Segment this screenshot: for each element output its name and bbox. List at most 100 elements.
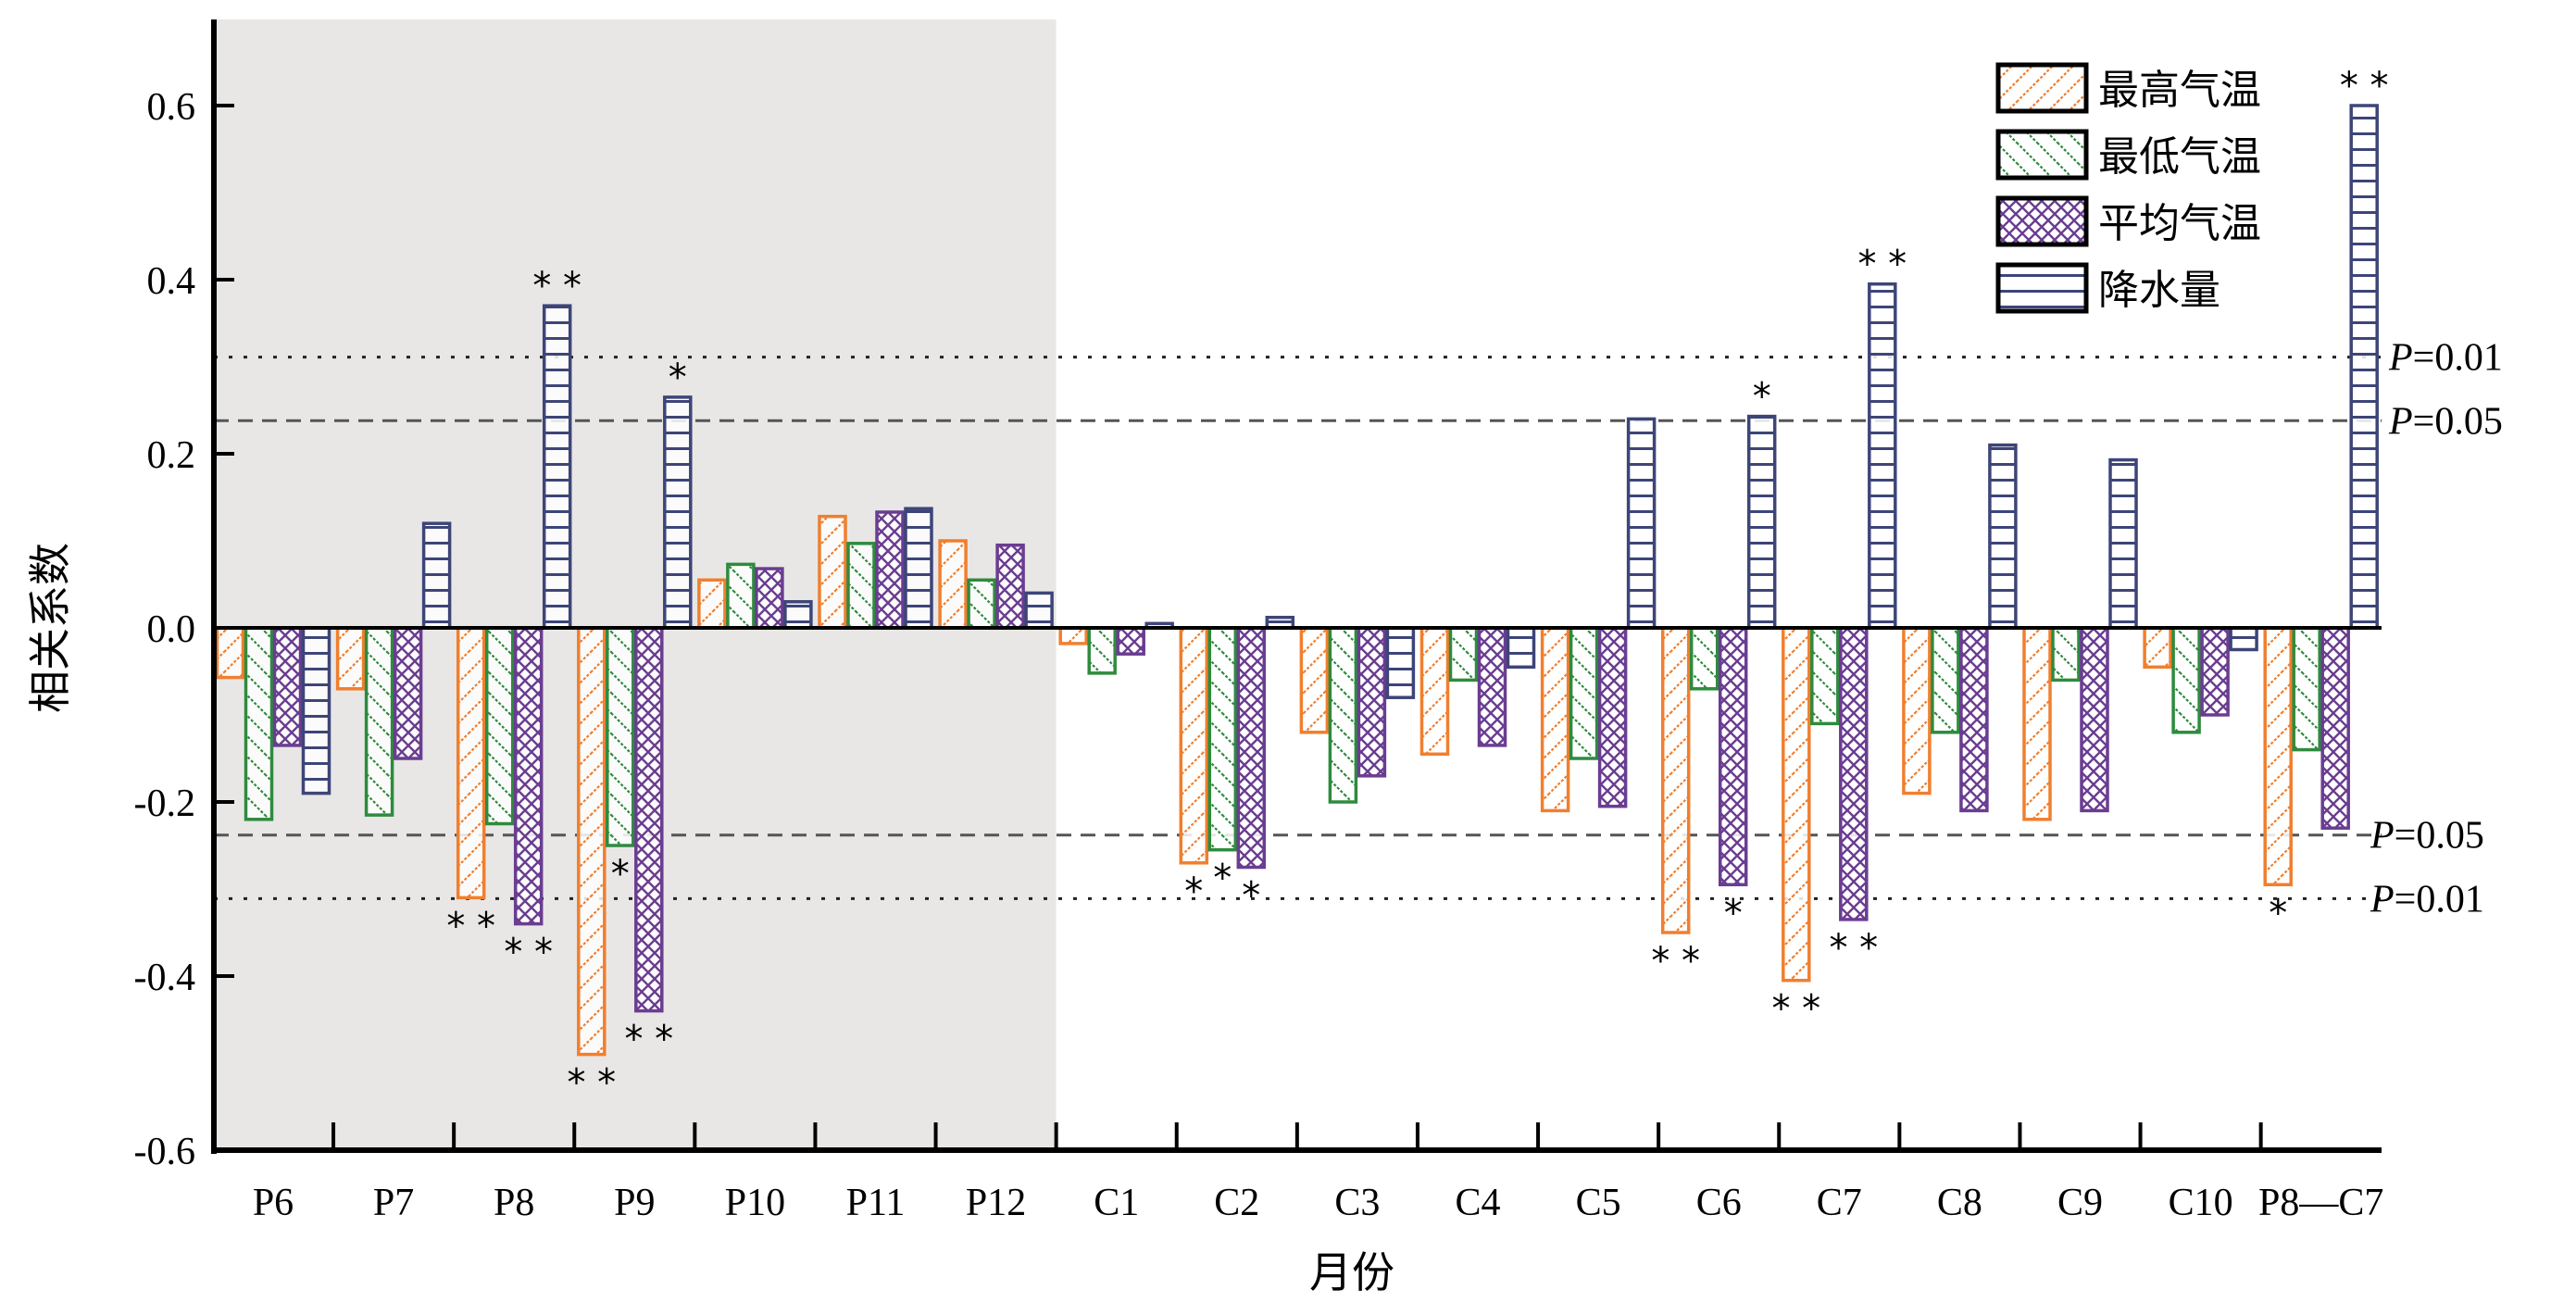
bar-C4-series-3 [1506, 626, 1536, 670]
legend-swatch-0 [1995, 62, 2089, 114]
x-tick-label: P7 [373, 1182, 414, 1224]
reference-line-label: P=0.05 [2388, 400, 2503, 443]
bar-C9-series-2 [2080, 626, 2109, 813]
bar-C4-series-1 [1448, 626, 1479, 683]
legend-swatch-3 [1995, 262, 2089, 314]
y-tick-label: 0.2 [147, 434, 196, 477]
bar-C6-series-3 [1746, 414, 1777, 630]
bar-C9-series-0 [2022, 626, 2052, 821]
bar-C8-series-2 [1959, 626, 1989, 813]
bar-P8—C7-series-2 [2320, 626, 2350, 830]
bar-C4-series-0 [1419, 626, 1450, 757]
bar-C5-series-2 [1597, 626, 1628, 808]
bar-P10-series-1 [726, 562, 756, 630]
y-axis-title: 相关系数 [25, 543, 75, 713]
x-axis-title: 月份 [1309, 1247, 1394, 1297]
bar-C5-series-3 [1626, 417, 1657, 630]
bar-C1-series-0 [1058, 626, 1088, 645]
x-tick-label: P8 [494, 1182, 534, 1224]
bar-P12-series-2 [995, 543, 1025, 630]
bar-P9-series-3 [663, 395, 693, 630]
reference-line-labels: P=0.01 P=0.05 P=0.05 P=0.01 [2370, 337, 2503, 921]
reference-line-label: P=0.01 [2388, 337, 2503, 380]
bar-C5-series-1 [1569, 626, 1599, 760]
bar-P8-series-3 [542, 304, 572, 630]
reference-line-label: P=0.01 [2370, 878, 2484, 920]
bar-C2-series-0 [1179, 626, 1209, 865]
bar-C1-series-1 [1087, 626, 1117, 675]
bar-P8—C7-series-0 [2263, 626, 2293, 887]
bar-C8-series-3 [1988, 443, 2018, 630]
x-tick-label: C6 [1696, 1182, 1742, 1224]
axes [211, 19, 2382, 1154]
bar-C10-series-1 [2171, 626, 2201, 734]
bar-P11-series-0 [818, 514, 847, 630]
bar-P10-series-3 [783, 600, 813, 630]
significance-markers: * ** *** ** *** ** ** ** ** ** ** ** ** * [446, 65, 2388, 1105]
bar-P9-series-2 [634, 626, 664, 1013]
significance-marker: * [1184, 870, 1203, 913]
bar-P6-series-2 [272, 626, 303, 747]
bar-C7-series-3 [1868, 282, 1897, 630]
x-tick-label: P6 [253, 1182, 294, 1224]
bar-C10-series-3 [2229, 626, 2258, 652]
x-tick-label: C2 [1214, 1182, 1259, 1224]
bar-C7-series-0 [1782, 626, 1811, 983]
significance-marker: * * [1771, 988, 1820, 1031]
significance-marker: * * [624, 1019, 673, 1061]
bar-P9-series-0 [577, 626, 606, 1057]
legend-label: 最低气温 [2098, 133, 2261, 181]
significance-marker: * * [1857, 244, 1907, 286]
legend-label: 平均气温 [2098, 200, 2261, 247]
legend-swatch-2 [1995, 195, 2089, 247]
legend-label: 降水量 [2098, 267, 2220, 314]
y-tick-label: -0.2 [134, 783, 196, 825]
bar-C3-series-1 [1328, 626, 1358, 804]
y-tick-label: 0.4 [147, 260, 196, 303]
bar-C2-series-1 [1207, 626, 1238, 852]
bar-C10-series-2 [2200, 626, 2230, 717]
y-tick-label: 0.6 [147, 86, 196, 129]
bar-P11-series-2 [875, 510, 905, 630]
significance-marker: * * [446, 905, 495, 947]
bar-C8-series-1 [1931, 626, 1960, 734]
bar-C7-series-2 [1839, 626, 1869, 921]
x-tick-label: C7 [1817, 1182, 1862, 1224]
bar-P8—C7-series-3 [2349, 104, 2379, 630]
bar-C4-series-2 [1477, 626, 1507, 747]
bar-P8-series-0 [456, 626, 486, 900]
significance-marker: * * [567, 1062, 616, 1105]
bar-P11-series-1 [846, 542, 876, 630]
y-tick-label: 0.0 [147, 608, 196, 651]
significance-marker: * * [2340, 65, 2389, 107]
x-tick-label: C1 [1094, 1182, 1139, 1224]
significance-marker: * [669, 357, 687, 399]
bar-C9-series-3 [2108, 457, 2138, 630]
bar-P12-series-0 [938, 539, 968, 630]
bar-P8—C7-series-1 [2292, 626, 2321, 752]
y-tick-label: -0.6 [134, 1131, 196, 1173]
reference-line-label: P=0.05 [2370, 815, 2484, 858]
significance-marker: * [1724, 892, 1743, 934]
y-tick-labels: -0.6 -0.4 -0.2 0.0 0.2 0.4 0.6 [134, 86, 196, 1173]
significance-marker: * [1213, 858, 1232, 900]
significance-marker: * * [1651, 940, 1700, 983]
bar-P7-series-2 [393, 626, 423, 760]
bar-P6-series-0 [215, 626, 245, 680]
bar-P12-series-1 [967, 578, 996, 630]
bar-C8-series-0 [1902, 626, 1932, 795]
bar-P8-series-1 [484, 626, 515, 826]
significance-marker: * * [1829, 927, 1878, 970]
x-tick-label: C5 [1576, 1182, 1621, 1224]
bar-P7-series-0 [335, 626, 366, 691]
legend-swatch-1 [1995, 129, 2089, 181]
bar-C3-series-0 [1299, 626, 1330, 734]
bar-P7-series-1 [364, 626, 394, 817]
bar-C9-series-1 [2051, 626, 2081, 683]
bar-C6-series-2 [1718, 626, 1748, 887]
x-tick-labels: P6 P7 P8 P9 P10 P11 P12 C1 C2 C3 C4 C5 C6 C7 C8 C9 C10 P8… [253, 1182, 2384, 1224]
x-tick-label: P11 [846, 1182, 906, 1224]
bar-C10-series-0 [2143, 626, 2172, 670]
